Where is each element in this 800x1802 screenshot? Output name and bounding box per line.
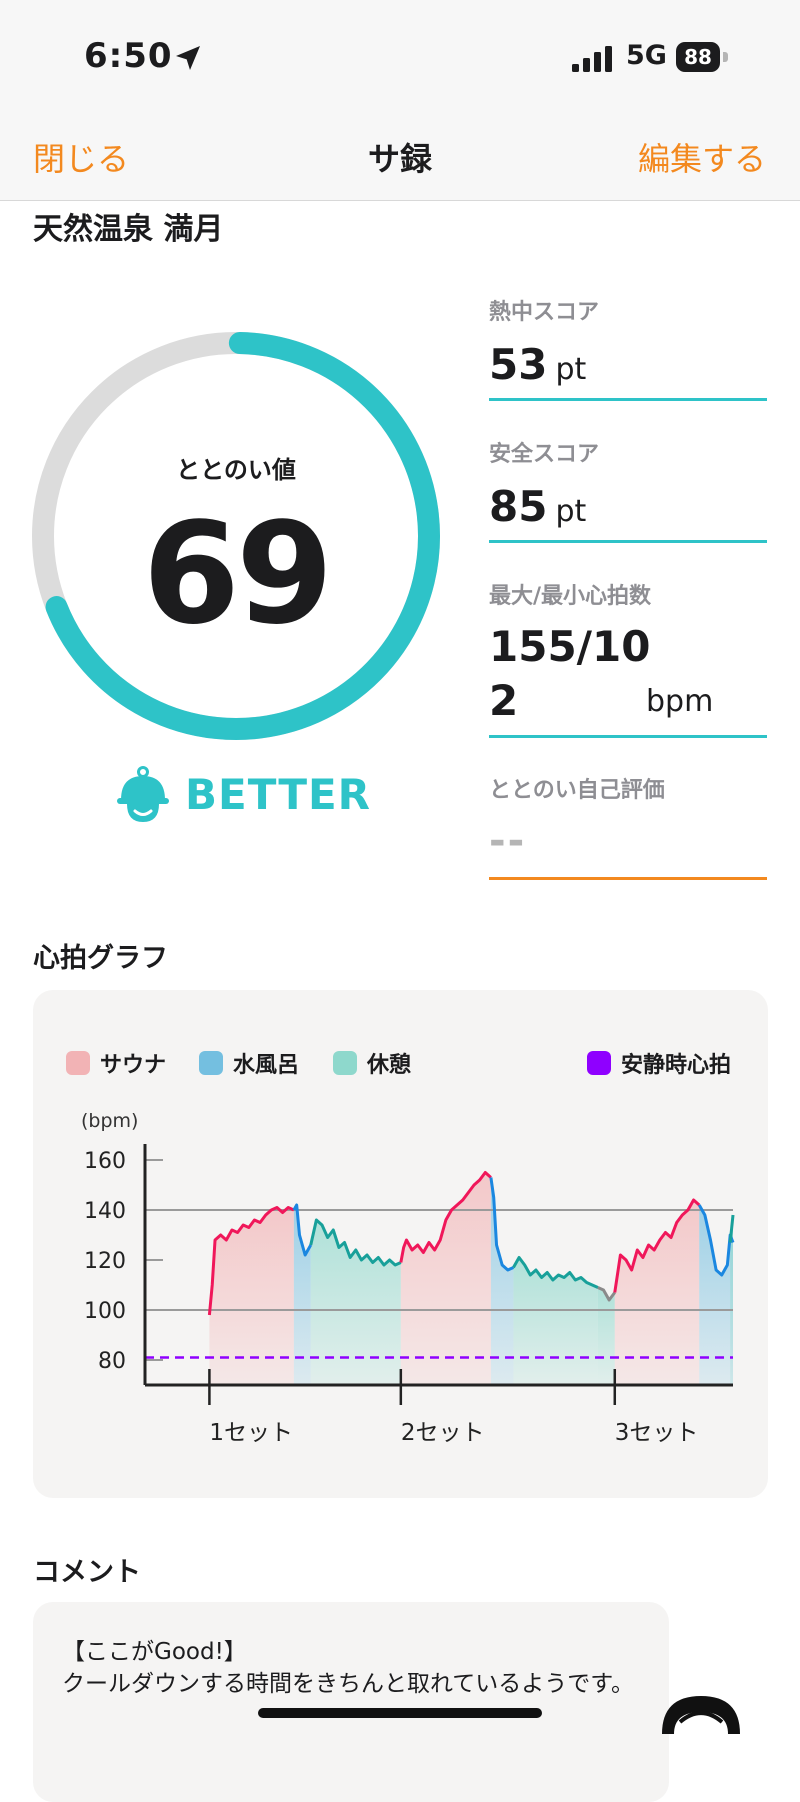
legend-rest-label: 休憩	[367, 1053, 412, 1078]
set-label-2: 2セット	[401, 1420, 485, 1446]
y-tick-label-120: 120	[84, 1249, 126, 1274]
legend-resting-hr: 安静時心拍	[587, 1050, 732, 1078]
legend-resting-hr-label: 安静時心拍	[621, 1053, 732, 1078]
heat-score-label: 熱中スコア	[489, 300, 600, 325]
heat-score-unit: pt	[555, 352, 587, 387]
heart-rate-label: 最大/最小心拍数	[489, 584, 652, 609]
legend-cold-bath-swatch	[199, 1051, 223, 1075]
y-tick-label-80: 80	[98, 1349, 126, 1374]
network-label: 5G	[626, 40, 667, 71]
comment-section-title: コメント	[33, 1557, 141, 1588]
legend-resting-hr-swatch	[587, 1051, 611, 1075]
gauge-label: ととのい値	[176, 456, 296, 484]
status-bar: 6:50 5G 88	[0, 0, 800, 110]
status-time: 6:50	[84, 36, 173, 76]
hr-series-3	[399, 1171, 492, 1263]
page-title: サ録	[367, 140, 432, 178]
phase-area-1	[293, 1205, 311, 1385]
legend-sauna: サウナ	[66, 1050, 167, 1078]
phase-area-6	[597, 1287, 615, 1385]
y-tick-label-160: 160	[84, 1149, 126, 1174]
hr-series-0	[207, 1206, 295, 1316]
hr-series-9	[728, 1214, 735, 1243]
heart-rate-unit: bpm	[646, 684, 714, 719]
location-arrow-icon	[176, 46, 200, 70]
phase-area-2	[310, 1220, 401, 1385]
home-indicator	[258, 1708, 542, 1718]
avatar	[662, 1696, 740, 1734]
hr-series-4	[489, 1177, 515, 1272]
safety-score: 安全スコア 85 pt	[489, 436, 767, 531]
phase-area-8	[699, 1205, 733, 1385]
comment-heading: 【ここがGood!】	[62, 1639, 247, 1665]
hr-series-1	[292, 1203, 313, 1257]
phase-area-5	[513, 1257, 598, 1385]
sauna-hat-icon	[117, 766, 169, 822]
set-label-1: 1セット	[209, 1420, 293, 1446]
y-tick-label-140: 140	[84, 1199, 126, 1224]
safety-score-divider	[489, 540, 767, 543]
hr-series-2	[309, 1218, 402, 1267]
place-name: 天然温泉 満月	[33, 212, 224, 247]
totonoi-gauge	[32, 332, 440, 740]
safety-score-unit: pt	[555, 494, 587, 529]
legend-rest-swatch	[333, 1051, 357, 1075]
legend-sauna-label: サウナ	[100, 1053, 167, 1078]
set-label-3: 3セット	[615, 1420, 699, 1446]
phase-area-4	[490, 1177, 514, 1385]
graph-card	[33, 990, 768, 1498]
close-button[interactable]: 閉じる	[33, 140, 130, 178]
gauge-progress-arc	[45, 332, 440, 740]
self-eval-label: ととのい自己評価	[489, 778, 665, 803]
edit-button[interactable]: 編集する	[637, 140, 766, 178]
heart-rate-value: 155/102	[489, 622, 651, 725]
heart-rate-chart: (bpm) 160 140 120 100 80 1セット 2セット 3セット	[81, 1110, 735, 1446]
phase-area-0	[209, 1207, 294, 1385]
safety-score-label: 安全スコア	[489, 442, 600, 467]
self-eval-value[interactable]: --	[489, 818, 527, 864]
hr-series-7	[613, 1198, 701, 1293]
heat-score-value: 53	[489, 340, 548, 389]
battery-icon: 88	[676, 42, 728, 72]
heart-rate-score: 最大/最小心拍数	[489, 578, 767, 610]
phase-area-7	[614, 1200, 700, 1385]
safety-score-value: 85	[489, 482, 548, 531]
legend-cold-bath-label: 水風呂	[233, 1053, 300, 1078]
hr-series-6	[597, 1286, 616, 1302]
comment-body: クールダウンする時間をきちんと取れているようです。	[62, 1671, 635, 1697]
heat-score-divider	[489, 398, 767, 401]
rating-label: BETTER	[185, 770, 371, 819]
self-eval[interactable]: ととのい自己評価	[489, 772, 767, 804]
battery-level: 88	[676, 42, 720, 72]
legend-sauna-swatch	[66, 1051, 90, 1075]
graph-section-title: 心拍グラフ	[33, 943, 168, 974]
heat-score: 熱中スコア 53 pt	[489, 294, 767, 389]
y-tick-label-100: 100	[84, 1299, 126, 1324]
phase-area-3	[400, 1172, 491, 1385]
self-eval-divider	[489, 877, 767, 880]
y-axis-label: (bpm)	[81, 1110, 138, 1132]
nav-bar: 閉じる サ録 編集する	[0, 110, 800, 201]
heart-rate-divider	[489, 735, 767, 738]
legend-rest: 休憩	[333, 1050, 412, 1078]
phase-area-9	[730, 1215, 733, 1385]
cellular-signal-icon	[572, 46, 612, 72]
legend-cold-bath: 水風呂	[199, 1050, 300, 1078]
hr-series-5	[512, 1256, 599, 1289]
gauge-value: 69	[142, 493, 334, 656]
